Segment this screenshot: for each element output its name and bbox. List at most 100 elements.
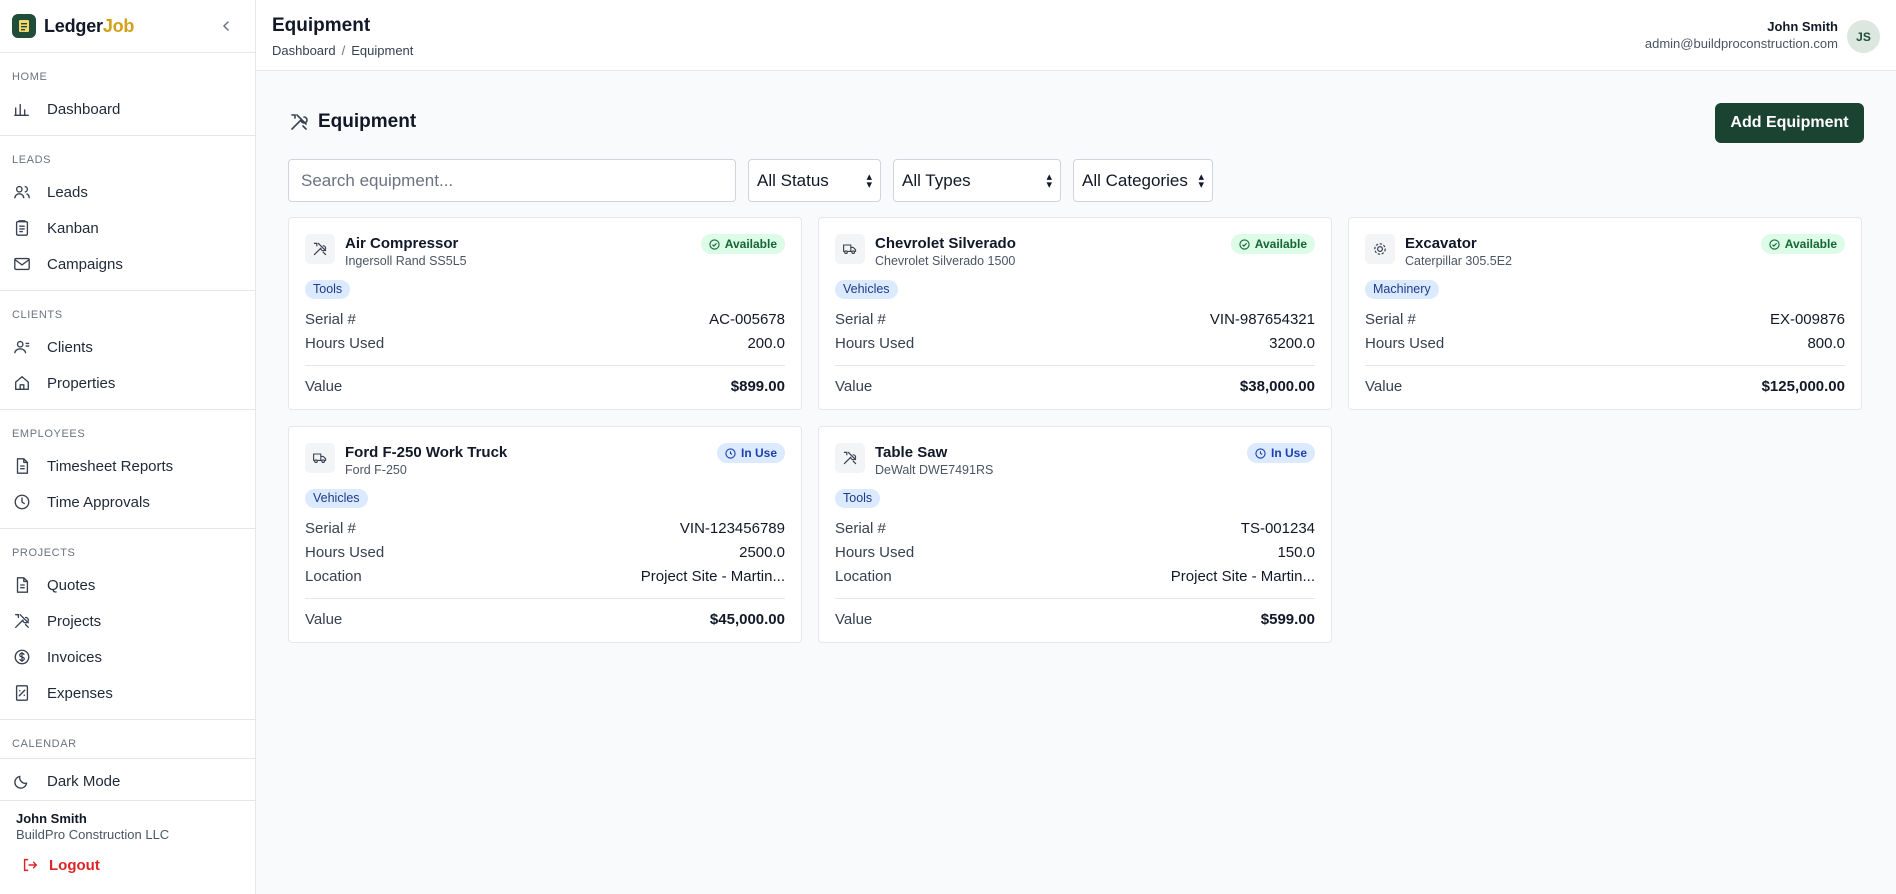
equipment-model: Chevrolet Silverado 1500 <box>875 254 1016 268</box>
category-badge: Vehicles <box>305 489 368 508</box>
detail-label: Location <box>305 567 362 585</box>
equipment-card[interactable]: Chevrolet Silverado Chevrolet Silverado … <box>818 217 1332 410</box>
sidebar-item-expenses[interactable]: Expenses <box>0 675 255 711</box>
detail-value: Project Site - Martin... <box>1170 567 1315 585</box>
sidebar-item-label: Kanban <box>47 219 99 237</box>
status-label: In Use <box>740 446 777 460</box>
type-filter-select[interactable]: All Types ▴ ▾ <box>893 159 1061 202</box>
tools-icon <box>291 114 308 130</box>
tools-icon <box>12 611 32 631</box>
clock-icon <box>12 492 32 512</box>
equipment-card[interactable]: Excavator Caterpillar 305.5E2 Available … <box>1348 217 1862 410</box>
category-badge: Machinery <box>1365 280 1439 299</box>
status-filter-select[interactable]: All Status ▴ ▾ <box>748 159 881 202</box>
equipment-model: Ingersoll Rand SS5L5 <box>345 254 467 268</box>
add-equipment-button[interactable]: Add Equipment <box>1715 103 1864 143</box>
value-label: Value <box>305 378 343 395</box>
card-header: Table Saw DeWalt DWE7491RS <box>835 443 1315 477</box>
breadcrumb-current: Equipment <box>351 43 414 58</box>
value-label: Value <box>835 611 873 628</box>
detail-rows: Serial # TS-001234 Hours Used 150.0 Loca… <box>835 516 1315 588</box>
tools-icon <box>305 234 335 264</box>
breadcrumb-dashboard[interactable]: Dashboard <box>272 43 336 58</box>
sidebar-item-kanban[interactable]: Kanban <box>0 210 255 246</box>
card-header: Ford F-250 Work Truck Ford F-250 <box>305 443 785 477</box>
nav-section-projects: PROJECTS Quotes Projects Invoices Expens… <box>0 529 255 720</box>
truck-icon <box>835 234 865 264</box>
home-icon <box>12 373 32 393</box>
nav-section-title: HOME <box>12 71 48 83</box>
sidebar-item-clients[interactable]: Clients <box>0 329 255 365</box>
header-user-name: John Smith <box>1767 19 1838 34</box>
category-filter-select[interactable]: All Categories ▴ ▾ <box>1073 159 1213 202</box>
value-row: Value $899.00 <box>305 378 785 395</box>
equipment-grid: Air Compressor Ingersoll Rand SS5L5 Avai… <box>288 217 1862 643</box>
footer-company-name: BuildPro Construction LLC <box>16 827 170 842</box>
detail-label: Hours Used <box>305 334 385 352</box>
equipment-card[interactable]: Air Compressor Ingersoll Rand SS5L5 Avai… <box>288 217 802 410</box>
select-caret-icon: ▴ ▾ <box>1198 170 1204 191</box>
sidebar-item-label: Timesheet Reports <box>47 457 174 475</box>
detail-row-serial: Serial # AC-005678 <box>305 307 785 331</box>
logout-button[interactable]: Logout <box>21 856 239 874</box>
top-header: Equipment Dashboard / Equipment John Smith… <box>256 0 1896 71</box>
equipment-card[interactable]: Ford F-250 Work Truck Ford F-250 In Use … <box>288 426 802 643</box>
equipment-name: Chevrolet Silverado <box>875 235 1016 252</box>
sidebar-item-timesheet-reports[interactable]: Timesheet Reports <box>0 448 255 484</box>
status-badge: Available <box>1760 234 1845 254</box>
detail-value: 3200.0 <box>1269 334 1315 352</box>
detail-label: Hours Used <box>835 334 915 352</box>
detail-row-serial: Serial # TS-001234 <box>835 516 1315 540</box>
select-caret-icon: ▴ ▾ <box>866 170 872 191</box>
brand-name-main: Ledger <box>44 15 103 36</box>
detail-row-serial: Serial # EX-009876 <box>1365 307 1845 331</box>
search-input[interactable] <box>288 159 736 202</box>
nav-section-employees: EMPLOYEES Timesheet Reports Time Approva… <box>0 410 255 529</box>
detail-value: 200.0 <box>747 334 785 352</box>
detail-value: 2500.0 <box>739 543 785 561</box>
value-amount: $38,000.00 <box>1239 378 1315 395</box>
status-badge: Available <box>1230 234 1315 254</box>
clock-icon <box>1255 447 1266 459</box>
ledgerjob-logo-icon[interactable] <box>12 14 36 38</box>
nav-section-title: EMPLOYEES <box>12 428 86 440</box>
select-caret-icon: ▴ ▾ <box>1046 170 1052 191</box>
sidebar-item-quotes[interactable]: Quotes <box>0 567 255 603</box>
bar-chart-icon <box>12 99 32 119</box>
status-badge: In Use <box>716 443 785 463</box>
footer-user-name: John Smith <box>16 811 87 826</box>
value-amount: $899.00 <box>730 378 785 395</box>
detail-value: Project Site - Martin... <box>640 567 785 585</box>
nav-section-title: CALENDAR <box>12 738 77 750</box>
sidebar-item-projects[interactable]: Projects <box>0 603 255 639</box>
breadcrumb: Dashboard / Equipment <box>272 43 413 58</box>
category-filter-value: All Categories <box>1082 170 1188 190</box>
value-amount: $599.00 <box>1260 611 1315 628</box>
status-label: Available <box>724 237 777 251</box>
collapse-sidebar-button[interactable] <box>217 17 235 35</box>
file-icon <box>12 575 32 595</box>
avatar[interactable]: JS <box>1847 20 1880 53</box>
sidebar-item-properties[interactable]: Properties <box>0 365 255 401</box>
detail-row-serial: Serial # VIN-123456789 <box>305 516 785 540</box>
sidebar-item-leads[interactable]: Leads <box>0 174 255 210</box>
equipment-card[interactable]: Table Saw DeWalt DWE7491RS In Use Tools … <box>818 426 1332 643</box>
user-icon <box>12 337 32 357</box>
sidebar-item-campaigns[interactable]: Campaigns <box>0 246 255 282</box>
sidebar-item-label: Clients <box>47 338 93 356</box>
brand-name: LedgerJob <box>44 16 134 37</box>
dark-mode-toggle[interactable]: Dark Mode <box>0 763 255 799</box>
equipment-name: Table Saw <box>875 444 948 461</box>
brand: LedgerJob <box>0 0 255 53</box>
sidebar-item-time-approvals[interactable]: Time Approvals <box>0 484 255 520</box>
logout-icon <box>23 858 38 872</box>
detail-label: Hours Used <box>1365 334 1445 352</box>
detail-row-hours-used: Hours Used 800.0 <box>1365 331 1845 355</box>
sidebar-item-invoices[interactable]: Invoices <box>0 639 255 675</box>
check-circle-icon <box>709 238 720 250</box>
sidebar-item-dashboard[interactable]: Dashboard <box>0 91 255 127</box>
sidebar-item-label: Properties <box>47 374 116 392</box>
detail-row-hours-used: Hours Used 2500.0 <box>305 540 785 564</box>
status-badge: Available <box>700 234 785 254</box>
detail-row-location: Location Project Site - Martin... <box>305 564 785 588</box>
